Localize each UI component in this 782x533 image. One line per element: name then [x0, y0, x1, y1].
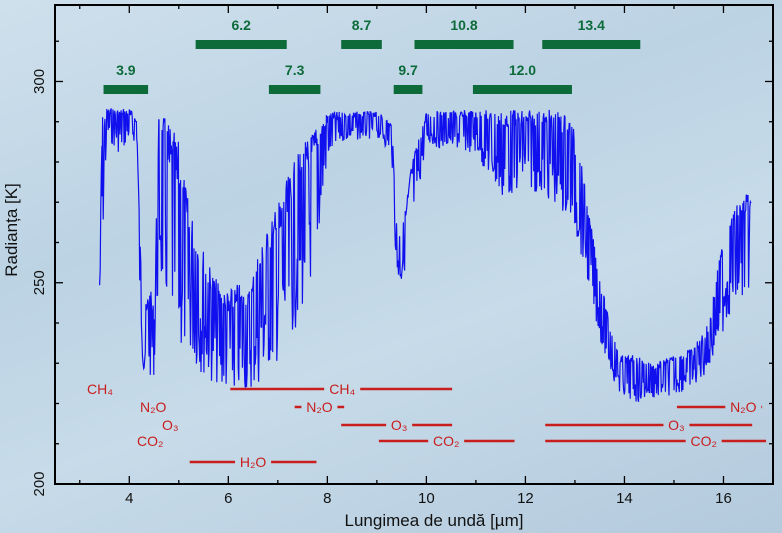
spectrum-line — [99, 108, 752, 403]
x-tick-label: 4 — [125, 490, 133, 507]
absorber-label: O₃ — [668, 417, 685, 433]
band-bar — [195, 40, 287, 49]
absorber-label-left: O₃ — [162, 417, 179, 433]
band-label: 13.4 — [578, 17, 605, 33]
absorber-label-left: N₂O — [140, 399, 167, 415]
absorber-label: CO₂ — [690, 433, 716, 449]
x-tick-label: 12 — [517, 490, 534, 507]
x-tick-label: 6 — [224, 490, 232, 507]
absorber-label: N₂O — [730, 399, 757, 415]
band-label: 6.2 — [231, 17, 251, 33]
band-label: 7.3 — [285, 62, 305, 78]
y-tick-label: 200 — [31, 471, 48, 496]
band-label: 8.7 — [352, 17, 372, 33]
band-label: 9.7 — [398, 62, 418, 78]
x-tick-label: 10 — [418, 490, 435, 507]
band-bar — [393, 85, 423, 94]
band-bar — [472, 85, 572, 94]
band-bar — [542, 40, 641, 49]
band-label: 3.9 — [116, 62, 136, 78]
band-bar — [268, 85, 321, 94]
y-tick-label: 300 — [31, 69, 48, 94]
x-tick-label: 8 — [323, 490, 331, 507]
absorber-label: H₂O — [240, 454, 267, 470]
x-tick-label: 16 — [715, 490, 732, 507]
absorber-label: N₂O — [306, 399, 333, 415]
band-label: 10.8 — [450, 17, 477, 33]
absorber-label-left: CH₄ — [87, 381, 113, 397]
band-bar — [341, 40, 382, 49]
absorber-label: CH₄ — [329, 381, 355, 397]
plot-frame — [54, 4, 774, 485]
absorber-label-left: CO₂ — [137, 433, 163, 449]
band-bar — [414, 40, 514, 49]
y-axis-label: Radianța [K] — [2, 183, 21, 277]
x-tick-label: 14 — [616, 490, 633, 507]
x-axis-label: Lungimea de undă [µm] — [345, 511, 524, 530]
y-tick-label: 250 — [31, 270, 48, 295]
absorber-label: O₃ — [391, 417, 408, 433]
band-bar — [103, 85, 149, 94]
band-label: 12.0 — [509, 62, 536, 78]
absorber-label: CO₂ — [433, 433, 459, 449]
